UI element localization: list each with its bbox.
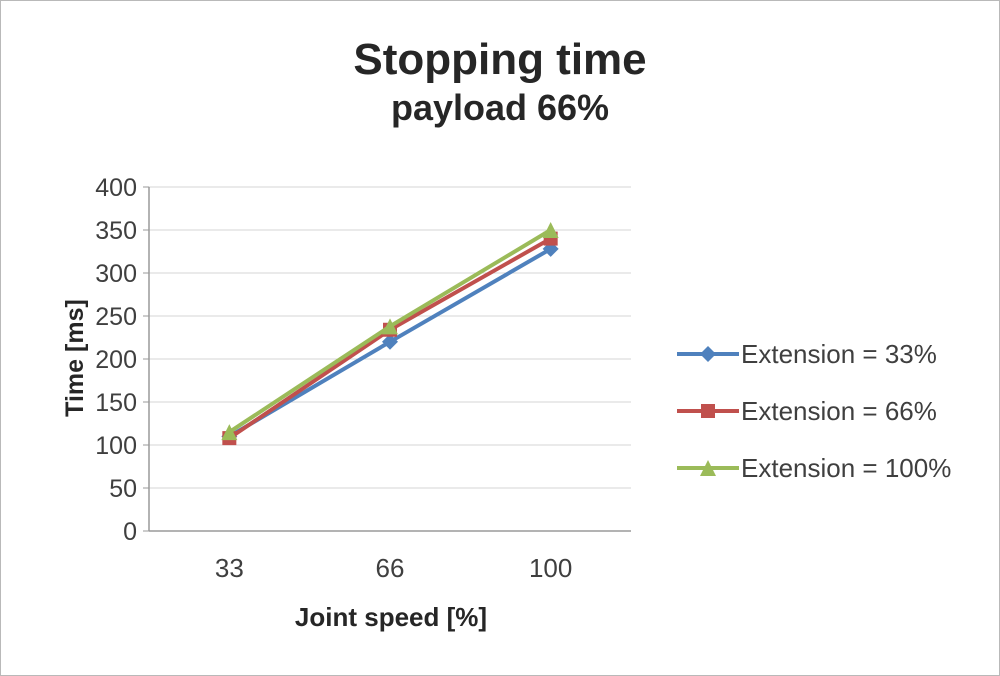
legend-square-marker-icon: [677, 404, 739, 418]
legend-triangle-marker-icon: [677, 460, 739, 476]
legend-item-extension-66: Extension = 66%: [677, 394, 951, 428]
legend-label: Extension = 33%: [741, 338, 937, 369]
y-axis-title: Time [ms]: [61, 299, 89, 417]
svg-text:33: 33: [215, 553, 244, 583]
legend: Extension = 33% Extension = 66% Extensio…: [677, 337, 951, 485]
svg-text:300: 300: [95, 260, 137, 288]
legend-label: Extension = 100%: [741, 452, 952, 483]
svg-text:250: 250: [95, 303, 137, 331]
svg-text:150: 150: [95, 389, 137, 417]
legend-item-extension-100: Extension = 100%: [677, 451, 951, 485]
x-axis-title: Joint speed [%]: [294, 602, 488, 632]
svg-text:100: 100: [95, 432, 137, 460]
chart-subtitle: payload 66%: [390, 86, 610, 128]
svg-text:350: 350: [95, 217, 137, 245]
legend-label: Extension = 66%: [741, 395, 937, 426]
svg-text:0: 0: [123, 518, 137, 546]
svg-text:200: 200: [95, 346, 137, 374]
legend-item-extension-33: Extension = 33%: [677, 337, 951, 371]
title-block: Stopping time payload 66%: [1, 35, 999, 129]
svg-text:100: 100: [529, 553, 572, 583]
svg-text:66: 66: [376, 553, 405, 583]
svg-text:50: 50: [109, 475, 137, 503]
chart-title: Stopping time: [353, 35, 647, 84]
svg-text:400: 400: [95, 174, 137, 202]
legend-diamond-marker-icon: [677, 346, 739, 362]
